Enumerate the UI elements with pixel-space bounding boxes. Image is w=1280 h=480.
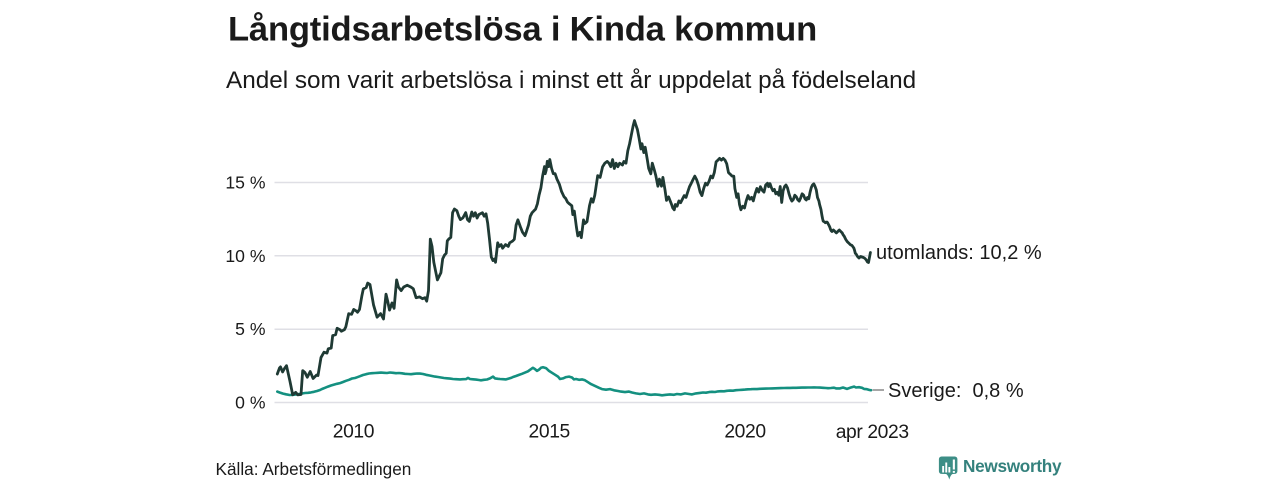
- svg-text:Långtidsarbetslösa i Kinda kom: Långtidsarbetslösa i Kinda kommun: [228, 11, 817, 49]
- svg-text:2015: 2015: [529, 422, 570, 443]
- svg-text:15 %: 15 %: [225, 173, 265, 193]
- svg-text:5 %: 5 %: [235, 319, 266, 339]
- svg-text:utomlands: 10,2 %: utomlands: 10,2 %: [876, 242, 1042, 264]
- svg-text:Andel som varit arbetslösa i m: Andel som varit arbetslösa i minst ett å…: [226, 67, 916, 94]
- svg-text:2010: 2010: [333, 422, 374, 443]
- svg-text:apr 2023: apr 2023: [836, 422, 909, 443]
- svg-text:Sverige: 0,8 %: Sverige: 0,8 %: [888, 380, 1024, 402]
- svg-text:Källa: Arbetsförmedlingen: Källa: Arbetsförmedlingen: [216, 459, 412, 479]
- svg-text:10 %: 10 %: [225, 246, 265, 266]
- svg-text:0 %: 0 %: [235, 393, 266, 413]
- svg-text:Newsworthy: Newsworthy: [963, 456, 1062, 476]
- svg-text:2020: 2020: [724, 422, 765, 443]
